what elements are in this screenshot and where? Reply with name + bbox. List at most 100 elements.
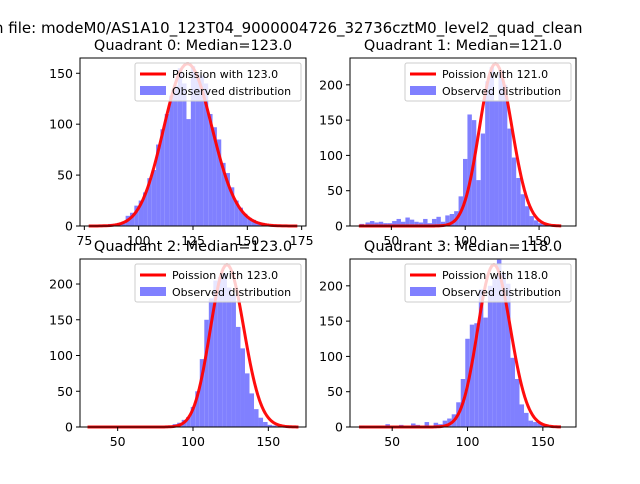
histogram-bar: [474, 323, 479, 427]
histogram-bar: [483, 317, 488, 427]
y-tick-label: 150: [49, 66, 73, 81]
histogram-bar: [469, 324, 475, 427]
legend-label-poisson: Poission with 121.0: [442, 68, 548, 81]
histogram-bar: [263, 421, 268, 427]
histogram-bar: [186, 119, 191, 226]
histogram-bar: [169, 95, 174, 226]
histogram-bar: [529, 216, 534, 226]
histogram-bar: [487, 285, 493, 427]
quadrant-0-title: Quadrant 0: Median=123.0: [94, 38, 292, 54]
y-tick-label: 100: [49, 117, 73, 132]
x-tick-label: 100: [127, 233, 151, 248]
histogram-bar: [378, 221, 384, 226]
quadrant-1-chart: Quadrant 1: Median=121.0 0 50 100 150 200 50 10…: [319, 38, 577, 248]
histogram-bar: [514, 379, 520, 427]
histogram-bar: [186, 416, 191, 427]
x-tick-label: 125: [181, 233, 205, 248]
histogram-bar: [160, 129, 165, 226]
histogram-bar: [537, 423, 543, 427]
x-tick-label: 150: [256, 434, 280, 449]
histogram-bar: [221, 162, 226, 226]
legend-label-observed: Observed distribution: [172, 286, 291, 299]
histogram-bar: [129, 212, 135, 226]
histogram-bar: [231, 294, 236, 427]
histogram-bar: [204, 319, 209, 427]
x-tick-label: 175: [290, 233, 314, 248]
histogram-bar: [424, 422, 430, 427]
histogram-bar: [226, 287, 232, 427]
legend-label-observed: Observed distribution: [442, 286, 561, 299]
histogram-bar: [505, 283, 511, 427]
legend: Poission with 121.0 Observed distribution: [404, 62, 572, 102]
y-tick-label: 200: [49, 277, 73, 292]
histogram-bar: [396, 218, 401, 226]
legend-bar-swatch: [140, 86, 166, 95]
histogram-bar: [494, 100, 499, 226]
histogram-bar: [496, 259, 502, 427]
histogram-bar: [267, 424, 273, 427]
histogram-bar: [238, 207, 243, 226]
histogram-bar: [199, 359, 205, 427]
histogram-bar: [480, 133, 486, 226]
histogram-bar: [449, 214, 455, 226]
histogram-bar: [502, 84, 508, 226]
legend-label-poisson: Poission with 123.0: [172, 269, 278, 282]
histogram-bar: [501, 273, 506, 427]
histogram-bar: [476, 180, 481, 226]
legend-box: [404, 263, 572, 303]
histogram-bar: [374, 222, 379, 226]
histogram-bar: [423, 218, 428, 226]
histogram-bar: [156, 144, 161, 226]
histogram-bar: [242, 213, 248, 226]
histogram-bar: [229, 187, 235, 226]
x-tick-label: 150: [527, 233, 551, 248]
y-tick-label: 100: [319, 148, 343, 163]
legend-box: [404, 62, 572, 102]
quadrant-3-title: Quadrant 3: Median=118.0: [364, 239, 562, 255]
axes-frame: [349, 57, 577, 227]
legend-label-observed: Observed distribution: [442, 85, 561, 98]
legend-bar-swatch: [410, 287, 436, 296]
y-tick-label: 50: [57, 384, 73, 399]
histogram-bar: [138, 200, 144, 226]
histogram-bar: [533, 220, 539, 226]
histogram-bar: [190, 406, 196, 427]
quadrant-2-chart: Quadrant 2: Median=123.0 0 50 100 150 200 50 10…: [49, 239, 307, 449]
histogram-bar: [249, 393, 255, 427]
histogram-bar: [217, 276, 223, 427]
y-tick-label: 0: [65, 420, 73, 435]
legend-bar-swatch: [410, 86, 436, 95]
histogram-bar: [467, 114, 472, 226]
legend-box: [134, 62, 302, 102]
histogram-bar: [511, 157, 517, 226]
histogram-bar: [510, 357, 515, 427]
histogram-bar: [213, 280, 218, 427]
histogram-bar: [235, 326, 241, 427]
histogram-bar: [244, 373, 250, 427]
x-tick-label: 150: [235, 233, 259, 248]
x-tick-label: 150: [531, 434, 555, 449]
histogram-bar: [528, 420, 534, 427]
legend: Poission with 123.0 Observed distribution: [134, 62, 302, 102]
histogram-bar: [369, 221, 375, 226]
histogram-bar: [272, 425, 277, 427]
legend-box: [134, 263, 302, 303]
histogram-bar: [516, 178, 521, 226]
y-tick-label: 50: [327, 183, 343, 198]
histogram-bar: [442, 420, 448, 427]
x-tick-label: 100: [456, 434, 480, 449]
quadrant-1-title: Quadrant 1: Median=121.0: [364, 38, 562, 54]
histogram-bar: [251, 219, 257, 226]
histogram-bar: [240, 348, 245, 427]
histogram-bar: [485, 81, 490, 226]
histogram-bar: [225, 173, 230, 226]
x-tick-label: 50: [383, 233, 399, 248]
y-tick-label: 200: [319, 77, 343, 92]
histogram-bar: [199, 75, 204, 227]
histogram-bar: [400, 221, 406, 226]
histogram-bar: [433, 422, 439, 427]
histogram-bar: [411, 423, 416, 427]
legend-label-poisson: Poission with 118.0: [442, 269, 548, 282]
